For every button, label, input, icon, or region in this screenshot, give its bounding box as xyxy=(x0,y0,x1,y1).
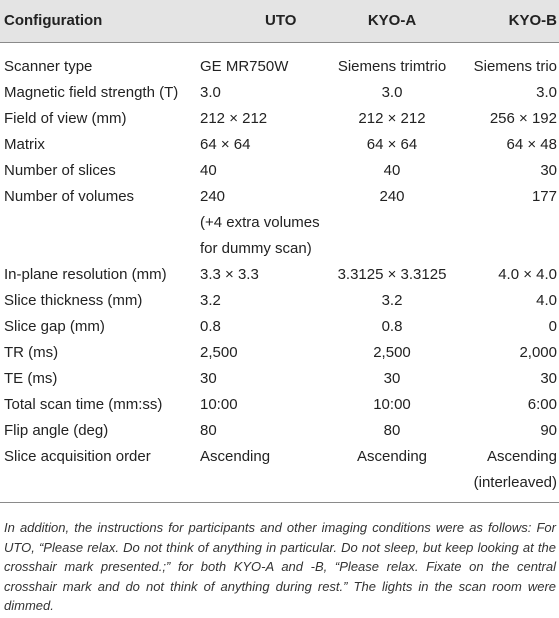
row-label: Total scan time (mm:ss) xyxy=(4,395,163,413)
cell-kyo-a: 80 xyxy=(383,421,401,439)
cell-kyo-b-value: Ascending xyxy=(486,447,557,465)
cell-kyo-b-note: (interleaved) xyxy=(473,473,557,491)
row-label: In-plane resolution (mm) xyxy=(4,265,167,283)
cell-kyo-b: 6:00 xyxy=(527,395,557,413)
row-label: Scanner type xyxy=(4,57,93,75)
cell-uto: 80 xyxy=(200,421,217,439)
cell-uto: GE MR750W xyxy=(200,57,289,75)
cell-kyo-b: 0 xyxy=(548,317,557,335)
row-label: Number of slices xyxy=(4,161,116,179)
cell-uto: 3.2 xyxy=(200,291,221,309)
cell-kyo-b: 3.0 xyxy=(536,83,557,101)
cell-kyo-b: 90 xyxy=(540,421,557,439)
cell-uto: 64 × 64 xyxy=(200,135,251,153)
table-row: TR (ms) 2,500 2,500 2,000 xyxy=(0,340,559,366)
cell-uto: 40 xyxy=(200,161,217,179)
cell-kyo-b: 177 xyxy=(531,187,557,205)
header-uto: UTO xyxy=(195,0,325,43)
cell-kyo-a: 3.0 xyxy=(381,83,403,101)
table-row: Magnetic field strength (T) 3.0 3.0 3.0 xyxy=(0,80,559,106)
cell-kyo-a: 3.2 xyxy=(381,291,403,309)
table-row: Field of view (mm) 212 × 212 212 × 212 2… xyxy=(0,106,559,132)
cell-uto-value: 240 xyxy=(200,187,226,205)
cell-kyo-b: 4.0 × 4.0 xyxy=(498,265,557,283)
cell-kyo-b: 30 xyxy=(540,161,557,179)
row-label: Number of volumes xyxy=(4,187,135,205)
table-row: TE (ms) 30 30 30 xyxy=(0,366,559,392)
table-row: Matrix 64 × 64 64 × 64 64 × 48 xyxy=(0,132,559,158)
table-header: Configuration UTO KYO-A KYO-B xyxy=(0,0,559,43)
cell-uto: 3.0 xyxy=(200,83,221,101)
table-row: In-plane resolution (mm) 3.3 × 3.3 3.312… xyxy=(0,262,559,288)
cell-kyo-b: 4.0 xyxy=(536,291,557,309)
cell-kyo-b: 2,000 xyxy=(519,343,557,361)
cell-uto: 212 × 212 xyxy=(200,109,268,127)
header-configuration: Configuration xyxy=(0,0,195,43)
table-row: Total scan time (mm:ss) 10:00 10:00 6:00 xyxy=(0,392,559,418)
cell-kyo-a: Ascending xyxy=(325,443,459,503)
cell-kyo-a: 2,500 xyxy=(373,343,411,361)
cell-uto: 10:00 xyxy=(200,395,238,413)
cell-kyo-a: 240 xyxy=(379,187,405,205)
header-row: Configuration UTO KYO-A KYO-B xyxy=(0,0,559,43)
cell-kyo-b: 256 × 192 xyxy=(489,109,557,127)
cell-kyo-a: Siemens trimtrio xyxy=(337,57,447,75)
table-row: Number of slices 40 40 30 xyxy=(0,158,559,184)
row-label: Slice acquisition order xyxy=(0,443,195,503)
table-row: Number of volumes 240 (+4 extra volumes … xyxy=(0,184,559,262)
cell-kyo-b: 30 xyxy=(540,369,557,387)
row-label: Magnetic field strength (T) xyxy=(4,83,179,101)
cell-kyo-a: 10:00 xyxy=(373,395,411,413)
scan-configuration-table: Configuration UTO KYO-A KYO-B Scanner ty… xyxy=(0,0,559,503)
cell-kyo-b: Ascending (interleaved) xyxy=(459,443,559,503)
cell-uto: 0.8 xyxy=(200,317,221,335)
row-label: TE (ms) xyxy=(4,369,58,387)
table-row: Slice thickness (mm) 3.2 3.2 4.0 xyxy=(0,288,559,314)
cell-kyo-a: 3.3125 × 3.3125 xyxy=(337,265,447,283)
cell-uto: Ascending xyxy=(195,443,325,503)
header-kyo-b: KYO-B xyxy=(459,0,559,43)
table-row: Slice acquisition order Ascending Ascend… xyxy=(0,443,559,503)
cell-uto: 240 (+4 extra volumes for dummy scan) xyxy=(195,184,325,262)
row-label: Flip angle (deg) xyxy=(4,421,109,439)
row-label: Slice thickness (mm) xyxy=(4,291,143,309)
cell-kyo-a: 64 × 64 xyxy=(366,135,418,153)
cell-kyo-a: 30 xyxy=(383,369,401,387)
table-body: Scanner type GE MR750W Siemens trimtrio … xyxy=(0,42,559,503)
cell-uto: 2,500 xyxy=(200,343,238,361)
cell-kyo-b: 64 × 48 xyxy=(506,135,557,153)
table-row: Scanner type GE MR750W Siemens trimtrio … xyxy=(0,54,559,80)
row-label: Field of view (mm) xyxy=(4,109,127,127)
cell-uto: 3.3 × 3.3 xyxy=(200,265,259,283)
cell-kyo-a: 0.8 xyxy=(381,317,403,335)
row-label: Matrix xyxy=(4,135,45,153)
cell-kyo-b: Siemens trio xyxy=(473,57,557,75)
table-row: Flip angle (deg) 80 80 90 xyxy=(0,418,559,444)
table-footnote: In addition, the instructions for partic… xyxy=(4,520,556,614)
cell-kyo-a: 40 xyxy=(383,161,401,179)
cell-uto-note: (+4 extra volumes xyxy=(200,213,320,231)
row-label: Slice gap (mm) xyxy=(4,317,105,335)
spacer-row xyxy=(0,42,559,54)
cell-uto-note: for dummy scan) xyxy=(200,239,312,257)
header-kyo-a: KYO-A xyxy=(325,0,459,43)
table-row: Slice gap (mm) 0.8 0.8 0 xyxy=(0,314,559,340)
cell-kyo-a: 212 × 212 xyxy=(358,109,426,127)
cell-uto: 30 xyxy=(200,369,217,387)
row-label: TR (ms) xyxy=(4,343,59,361)
